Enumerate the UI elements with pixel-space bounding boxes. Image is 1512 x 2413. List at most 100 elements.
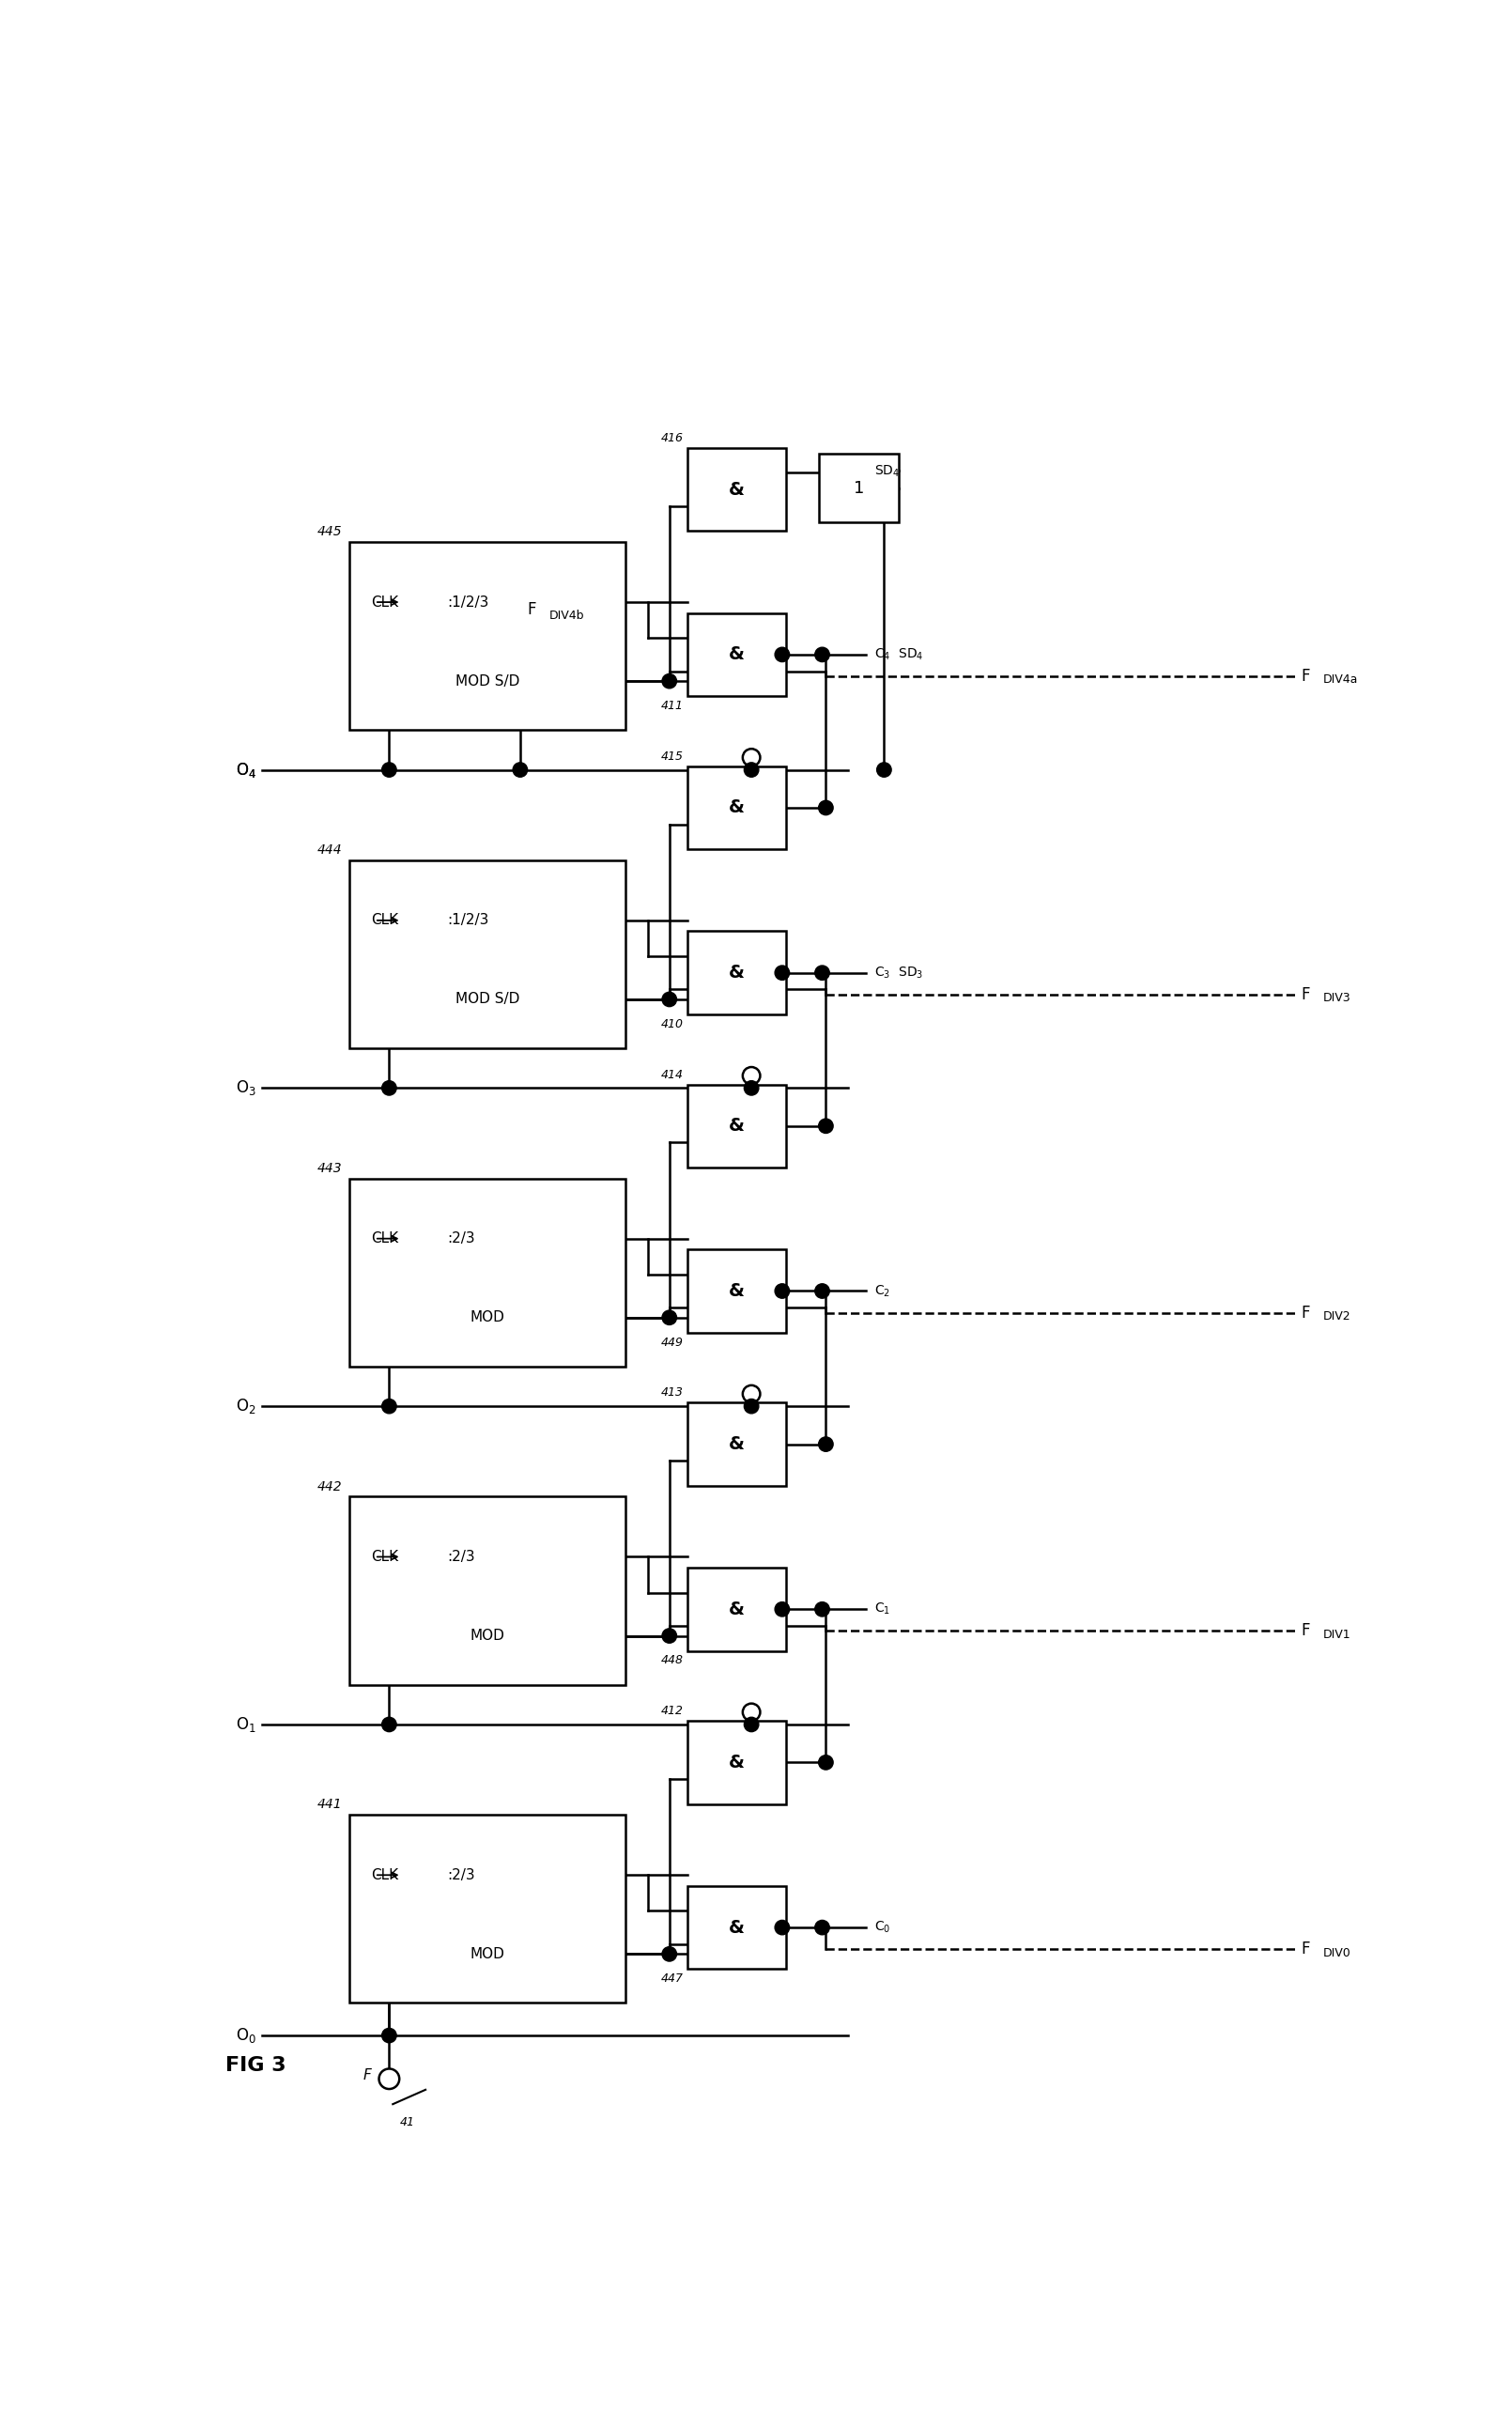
Text: C$_4$  SD$_4$: C$_4$ SD$_4$	[874, 647, 924, 661]
Circle shape	[744, 1081, 759, 1096]
Circle shape	[662, 1310, 677, 1325]
Bar	[818, 454, 898, 524]
Circle shape	[383, 1718, 396, 1733]
Text: 444: 444	[318, 845, 342, 857]
Text: 445: 445	[318, 526, 342, 538]
Circle shape	[774, 647, 789, 661]
Text: &: &	[729, 1117, 745, 1134]
Bar	[688, 1402, 786, 1486]
Text: 443: 443	[318, 1161, 342, 1175]
Circle shape	[742, 1067, 761, 1083]
Text: 414: 414	[661, 1069, 683, 1081]
Circle shape	[774, 1602, 789, 1617]
Bar	[349, 859, 626, 1047]
Text: 416: 416	[661, 432, 683, 444]
Text: &: &	[729, 799, 745, 816]
Circle shape	[818, 1438, 833, 1453]
Circle shape	[774, 1921, 789, 1935]
Circle shape	[662, 992, 677, 1006]
Text: 41: 41	[401, 2116, 416, 2128]
Bar	[688, 767, 786, 849]
Circle shape	[742, 748, 761, 767]
Bar	[349, 543, 626, 731]
Text: FIG 3: FIG 3	[225, 2056, 286, 2075]
Circle shape	[815, 647, 830, 661]
Text: 441: 441	[318, 1798, 342, 1812]
Text: F: F	[528, 601, 537, 618]
Text: O$_4$: O$_4$	[236, 760, 256, 779]
Text: C$_1$: C$_1$	[874, 1602, 891, 1617]
Circle shape	[877, 763, 892, 777]
Text: O$_2$: O$_2$	[236, 1397, 256, 1416]
Bar	[349, 1178, 626, 1366]
Text: :2/3: :2/3	[448, 1231, 475, 1245]
Text: F: F	[363, 2068, 370, 2082]
Bar	[688, 613, 786, 697]
Text: 413: 413	[661, 1387, 683, 1400]
Text: MOD S/D: MOD S/D	[455, 992, 520, 1006]
Bar	[688, 449, 786, 531]
Circle shape	[744, 763, 759, 777]
Circle shape	[383, 1400, 396, 1414]
Circle shape	[818, 801, 833, 816]
Text: DIV4a: DIV4a	[1323, 673, 1358, 685]
Text: 410: 410	[661, 1018, 683, 1030]
Text: 411: 411	[661, 700, 683, 712]
Bar	[688, 1887, 786, 1969]
Circle shape	[774, 965, 789, 980]
Circle shape	[513, 763, 528, 777]
Text: 447: 447	[661, 1974, 683, 1986]
Text: MOD S/D: MOD S/D	[455, 673, 520, 688]
Circle shape	[744, 1400, 759, 1414]
Circle shape	[662, 1947, 677, 1962]
Circle shape	[815, 1921, 830, 1935]
Text: CLK: CLK	[370, 596, 398, 608]
Text: O$_1$: O$_1$	[236, 1716, 256, 1735]
Bar	[349, 1496, 626, 1684]
Text: O$_3$: O$_3$	[236, 1079, 256, 1098]
Text: 415: 415	[661, 750, 683, 763]
Bar	[688, 1250, 786, 1332]
Text: &: &	[729, 1281, 745, 1301]
Bar	[688, 931, 786, 1013]
Text: 442: 442	[318, 1479, 342, 1494]
Text: DIV3: DIV3	[1323, 992, 1350, 1004]
Text: 1: 1	[853, 480, 863, 497]
Text: DIV4b: DIV4b	[549, 610, 585, 623]
Text: CLK: CLK	[370, 915, 398, 927]
Text: :1/2/3: :1/2/3	[448, 596, 488, 608]
Text: MOD: MOD	[470, 1629, 505, 1643]
Circle shape	[815, 1284, 830, 1298]
Circle shape	[380, 2068, 399, 2090]
Text: CLK: CLK	[370, 1231, 398, 1245]
Bar	[349, 1815, 626, 2003]
Circle shape	[383, 763, 396, 777]
Bar	[688, 1083, 786, 1168]
Text: DIV2: DIV2	[1323, 1310, 1350, 1322]
Text: MOD: MOD	[470, 1310, 505, 1325]
Text: 449: 449	[661, 1337, 683, 1349]
Text: F: F	[1302, 668, 1309, 685]
Text: :2/3: :2/3	[448, 1868, 475, 1882]
Bar	[688, 1568, 786, 1650]
Circle shape	[383, 2029, 396, 2044]
Text: :1/2/3: :1/2/3	[448, 915, 488, 927]
Text: &: &	[729, 480, 745, 499]
Text: &: &	[729, 1600, 745, 1619]
Text: F: F	[1302, 1305, 1309, 1322]
Circle shape	[744, 1718, 759, 1733]
Text: O$_0$: O$_0$	[236, 2027, 256, 2044]
Circle shape	[774, 1284, 789, 1298]
Text: &: &	[729, 647, 745, 664]
Circle shape	[383, 1081, 396, 1096]
Text: CLK: CLK	[370, 1868, 398, 1882]
Circle shape	[818, 1754, 833, 1769]
Circle shape	[815, 1602, 830, 1617]
Circle shape	[742, 1704, 761, 1720]
Circle shape	[818, 1120, 833, 1134]
Text: 448: 448	[661, 1655, 683, 1667]
Text: CLK: CLK	[370, 1549, 398, 1564]
Circle shape	[742, 1385, 761, 1402]
Text: C$_0$: C$_0$	[874, 1921, 891, 1935]
Text: C$_3$  SD$_3$: C$_3$ SD$_3$	[874, 965, 924, 980]
